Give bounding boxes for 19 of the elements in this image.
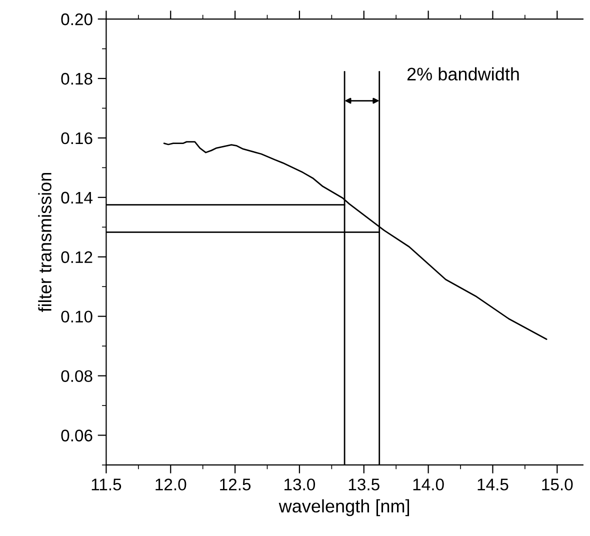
x-tick-label: 12.0 (156, 478, 186, 490)
y-tick-label: 0.14 (61, 192, 93, 204)
y-tick-label: 0.20 (61, 13, 92, 26)
y-tick-label: 0.18 (61, 72, 92, 85)
y-tick-label: 0.10 (61, 310, 92, 323)
y-axis-title: filter transmission (38, 172, 52, 312)
y-tick-label: 0.12 (61, 251, 92, 264)
x-axis-title: wavelength [nm] (278, 499, 410, 516)
x-tick-label: 13.5 (348, 478, 380, 490)
x-tick-label: 15.0 (542, 478, 573, 490)
x-tick-label: 14.5 (478, 478, 508, 490)
y-tick-label: 0.08 (61, 370, 92, 382)
x-tick-label: 12.5 (220, 478, 251, 490)
x-tick-label: 11.5 (92, 478, 122, 490)
x-tick-label: 13.0 (284, 478, 316, 490)
y-tick-label: 0.16 (61, 132, 92, 144)
annotation: 2% bandwidth (407, 67, 519, 81)
y-tick-label: 0.06 (61, 430, 92, 442)
x-tick-label: 14.0 (413, 478, 444, 490)
